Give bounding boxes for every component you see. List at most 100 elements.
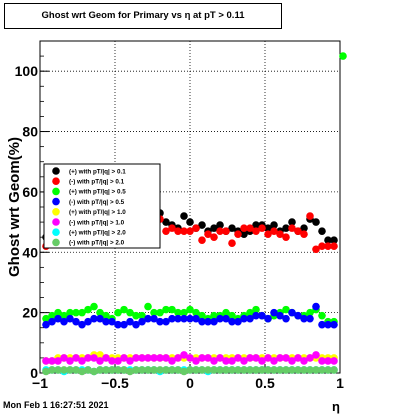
data-point bbox=[228, 224, 236, 232]
data-point bbox=[294, 354, 302, 362]
x-tick-label: 0.5 bbox=[255, 375, 275, 391]
y-tick-label: 20 bbox=[22, 305, 38, 321]
data-point bbox=[300, 230, 308, 238]
data-point bbox=[222, 308, 230, 317]
data-point bbox=[300, 366, 308, 374]
data-point bbox=[288, 224, 296, 232]
data-point bbox=[144, 366, 152, 374]
data-point bbox=[234, 354, 242, 362]
data-point bbox=[102, 354, 110, 362]
data-point bbox=[108, 366, 116, 374]
data-point bbox=[282, 305, 290, 314]
data-point bbox=[42, 367, 50, 376]
legend-label: (-) with pT/|q| > 0.5 bbox=[69, 199, 125, 206]
x-tick-label: −0.5 bbox=[101, 375, 129, 391]
data-point bbox=[252, 354, 260, 362]
data-point bbox=[180, 308, 188, 317]
data-point bbox=[96, 351, 104, 359]
data-point bbox=[276, 230, 284, 238]
data-point bbox=[126, 357, 134, 365]
data-point bbox=[288, 366, 296, 374]
legend-box bbox=[43, 163, 161, 249]
data-point bbox=[144, 354, 152, 362]
data-point bbox=[60, 366, 68, 374]
data-point bbox=[240, 357, 248, 365]
data-point bbox=[204, 354, 212, 362]
data-point bbox=[156, 354, 164, 362]
data-point bbox=[312, 245, 320, 254]
data-point bbox=[138, 366, 146, 374]
data-point bbox=[114, 366, 122, 374]
data-point bbox=[204, 230, 212, 238]
data-point bbox=[216, 354, 224, 362]
data-point bbox=[222, 314, 230, 323]
data-point bbox=[144, 314, 152, 323]
data-point bbox=[330, 236, 338, 244]
data-point bbox=[66, 357, 74, 365]
data-point bbox=[318, 227, 326, 235]
data-point bbox=[42, 320, 50, 329]
data-point bbox=[150, 314, 158, 323]
data-point bbox=[186, 218, 194, 226]
data-point bbox=[168, 305, 176, 314]
data-point bbox=[162, 218, 170, 226]
data-point bbox=[48, 366, 56, 374]
data-point bbox=[270, 366, 278, 374]
data-point bbox=[246, 354, 254, 362]
data-point bbox=[240, 230, 248, 238]
y-axis-label: Ghost wrt Geom(%) bbox=[6, 137, 23, 277]
data-point bbox=[180, 212, 188, 220]
data-point bbox=[168, 357, 176, 365]
data-point bbox=[240, 366, 248, 374]
data-point bbox=[300, 224, 308, 232]
data-point bbox=[54, 308, 62, 317]
data-point bbox=[264, 230, 272, 238]
data-point bbox=[222, 366, 230, 374]
data-point bbox=[90, 302, 98, 311]
data-point bbox=[84, 317, 92, 326]
data-point bbox=[228, 357, 236, 365]
data-point bbox=[78, 367, 86, 376]
data-point bbox=[234, 230, 242, 238]
data-point bbox=[282, 366, 290, 374]
legend-marker bbox=[52, 187, 60, 196]
data-point bbox=[294, 227, 302, 235]
data-point bbox=[174, 314, 182, 323]
data-point bbox=[252, 366, 260, 374]
data-point bbox=[150, 366, 158, 374]
data-point bbox=[204, 317, 212, 326]
data-point bbox=[312, 218, 320, 226]
data-point bbox=[192, 357, 200, 365]
data-point bbox=[162, 366, 170, 374]
data-point bbox=[66, 308, 74, 317]
data-point bbox=[246, 308, 254, 317]
data-point bbox=[198, 354, 206, 362]
data-point bbox=[66, 366, 74, 374]
data-point bbox=[228, 239, 236, 248]
data-point bbox=[282, 314, 290, 323]
data-point bbox=[150, 308, 158, 317]
data-point bbox=[240, 224, 248, 232]
data-point bbox=[132, 311, 140, 320]
data-point bbox=[120, 305, 128, 314]
data-point bbox=[156, 366, 164, 374]
data-point bbox=[174, 354, 182, 362]
data-point bbox=[276, 354, 284, 362]
data-point bbox=[228, 311, 236, 320]
data-point bbox=[288, 218, 296, 226]
data-point bbox=[294, 366, 302, 374]
data-point bbox=[60, 354, 68, 362]
data-point bbox=[54, 366, 62, 374]
data-point bbox=[132, 354, 140, 362]
data-point bbox=[216, 221, 224, 229]
data-point bbox=[126, 317, 134, 326]
legend-label: (+) with pT/|q| > 0.1 bbox=[69, 168, 126, 175]
data-point bbox=[72, 366, 80, 374]
data-point bbox=[42, 357, 50, 365]
data-point bbox=[264, 354, 272, 362]
x-tick-label: −1 bbox=[32, 375, 48, 391]
data-point bbox=[72, 354, 80, 362]
data-point bbox=[318, 366, 326, 374]
data-point bbox=[132, 320, 140, 329]
data-point bbox=[252, 311, 260, 320]
